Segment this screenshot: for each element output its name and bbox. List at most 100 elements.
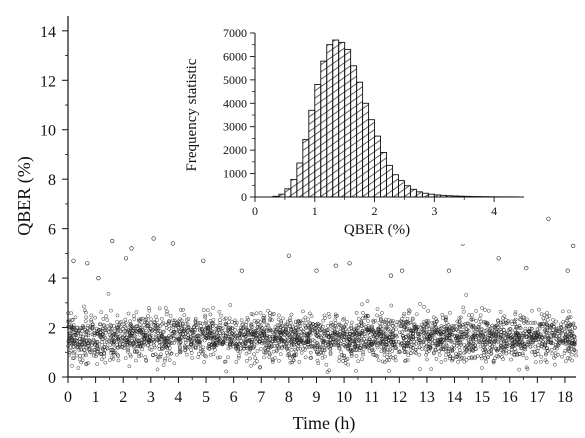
- data-point: [456, 340, 461, 345]
- data-point: [219, 329, 224, 334]
- data-point: [108, 343, 113, 347]
- data-point: [544, 322, 549, 327]
- data-point: [441, 337, 446, 342]
- data-point: [263, 326, 268, 330]
- data-point: [214, 343, 219, 348]
- data-point: [246, 317, 251, 322]
- data-point: [143, 333, 147, 338]
- data-point: [151, 352, 155, 357]
- data-point: [530, 308, 534, 313]
- data-point: [434, 357, 439, 361]
- data-point: [554, 319, 558, 324]
- data-point: [503, 318, 508, 322]
- data-point: [325, 339, 329, 344]
- data-point: [183, 348, 188, 353]
- data-point: [215, 355, 220, 360]
- data-point: [69, 328, 74, 332]
- data-point: [262, 316, 267, 320]
- data-point: [527, 330, 531, 334]
- data-point: [251, 312, 255, 317]
- data-point: [193, 346, 198, 351]
- data-point: [379, 317, 383, 322]
- data-point: [515, 352, 519, 357]
- data-point: [375, 345, 380, 350]
- data-point: [228, 337, 233, 341]
- data-point: [473, 343, 477, 347]
- data-point: [172, 340, 176, 345]
- data-point: [410, 317, 415, 322]
- data-point: [272, 311, 276, 316]
- data-point: [504, 351, 509, 356]
- data-point: [70, 336, 75, 341]
- data-point: [543, 358, 548, 363]
- data-point: [440, 312, 445, 317]
- outlier-point: [170, 241, 175, 246]
- data-point: [90, 342, 94, 347]
- data-point: [401, 335, 406, 340]
- data-point: [203, 315, 208, 320]
- data-point: [403, 359, 407, 364]
- data-point: [533, 320, 538, 325]
- data-point: [435, 319, 439, 324]
- data-point: [489, 352, 493, 357]
- data-point: [270, 335, 275, 339]
- data-point: [310, 337, 315, 342]
- data-point: [249, 324, 253, 328]
- data-point: [303, 344, 307, 348]
- data-point: [372, 333, 377, 338]
- data-point: [473, 355, 477, 359]
- data-point: [494, 348, 499, 353]
- data-point: [83, 351, 88, 356]
- data-point: [540, 342, 545, 347]
- data-point: [422, 321, 427, 326]
- data-point: [445, 346, 450, 351]
- data-point: [448, 349, 453, 354]
- data-point: [427, 330, 431, 334]
- data-point: [126, 340, 131, 345]
- data-point: [555, 329, 560, 334]
- data-point: [480, 327, 484, 331]
- data-point: [447, 327, 451, 332]
- data-point: [365, 313, 370, 318]
- outlier-point: [524, 266, 529, 271]
- data-point: [69, 335, 74, 340]
- data-point: [413, 325, 418, 329]
- data-point: [109, 308, 113, 313]
- main-y-tick-label: 2: [48, 321, 56, 338]
- data-point: [481, 333, 485, 338]
- data-point: [343, 335, 347, 340]
- data-point: [193, 323, 197, 328]
- data-point: [86, 361, 90, 365]
- data-point: [241, 346, 246, 351]
- data-point: [563, 359, 568, 364]
- data-point: [316, 332, 320, 337]
- data-point: [506, 335, 510, 340]
- data-point: [232, 321, 237, 325]
- data-point: [414, 312, 419, 317]
- data-point: [551, 317, 555, 322]
- data-point: [130, 333, 135, 338]
- data-point: [223, 359, 228, 364]
- data-point: [117, 341, 122, 346]
- data-point: [149, 317, 153, 322]
- data-point: [160, 334, 164, 339]
- data-point: [214, 331, 219, 335]
- data-point: [570, 358, 574, 363]
- data-point: [92, 331, 96, 335]
- data-point: [273, 325, 278, 329]
- data-point: [391, 335, 395, 340]
- data-point: [257, 365, 262, 370]
- data-point: [141, 323, 146, 327]
- data-point: [139, 353, 144, 358]
- data-point: [245, 328, 250, 333]
- data-point: [147, 346, 152, 351]
- data-point: [555, 338, 559, 342]
- data-point: [135, 323, 140, 328]
- data-point: [519, 317, 523, 322]
- data-point: [321, 324, 325, 329]
- data-point: [389, 303, 394, 308]
- data-point: [380, 337, 384, 342]
- data-point: [374, 343, 379, 348]
- data-point: [476, 334, 480, 338]
- data-point: [164, 323, 168, 327]
